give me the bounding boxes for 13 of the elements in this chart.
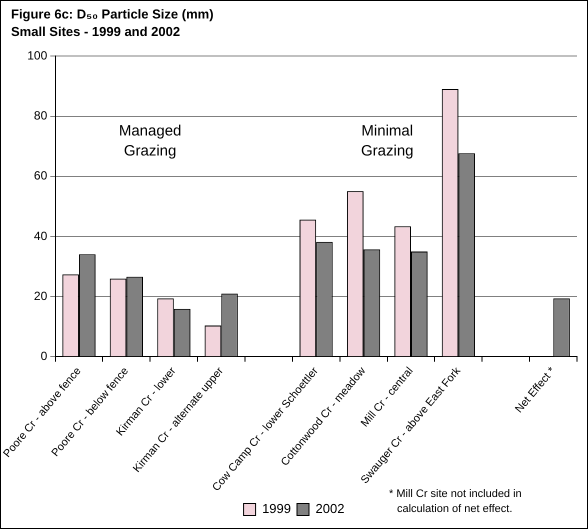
y-tick-label: 40 xyxy=(34,228,48,243)
chart-title: Figure 6c: D₅₀ Particle Size (mm) xyxy=(11,6,214,22)
y-tick-label: 60 xyxy=(34,168,48,183)
y-tick-label: 0 xyxy=(40,349,48,364)
y-tick-label: 20 xyxy=(34,288,48,303)
annotation: Minimal Grazing xyxy=(361,122,414,160)
legend-label: 2002 xyxy=(316,501,344,516)
y-tick-label: 100 xyxy=(27,48,48,63)
chart-subtitle: Small Sites - 1999 and 2002 xyxy=(11,24,180,39)
annotation: Managed Grazing xyxy=(118,122,182,160)
text: * Mill Cr site not included in calculation of net effect. xyxy=(389,488,522,516)
legend-label: 1999 xyxy=(262,501,291,516)
y-tick-label: 80 xyxy=(34,108,48,123)
